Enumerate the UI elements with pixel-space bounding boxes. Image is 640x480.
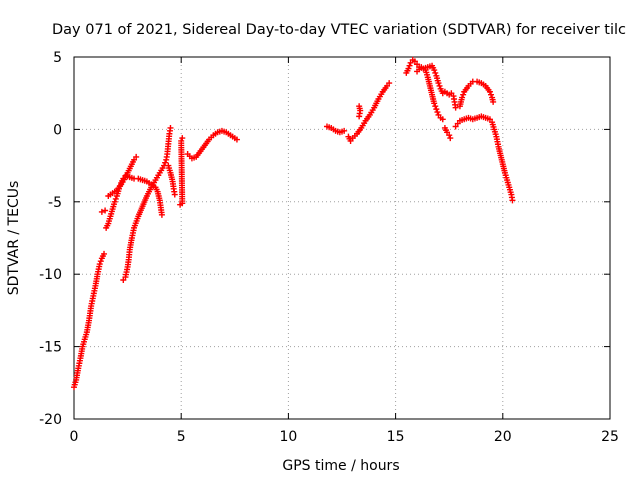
data-points bbox=[71, 56, 516, 391]
data-point bbox=[96, 261, 103, 268]
data-point bbox=[356, 113, 363, 120]
data-point bbox=[405, 65, 412, 72]
data-track-11 bbox=[356, 103, 364, 120]
data-point bbox=[112, 195, 119, 202]
data-point bbox=[158, 211, 165, 218]
y-tick-label: -5 bbox=[48, 195, 62, 211]
data-point bbox=[406, 62, 413, 69]
y-axis-label: SDTVAR / TECUs bbox=[6, 181, 22, 296]
data-track-1 bbox=[71, 250, 108, 391]
y-tick-label: -15 bbox=[39, 340, 62, 356]
data-point bbox=[101, 250, 108, 257]
x-tick-label: 15 bbox=[387, 429, 405, 445]
axis-ticks: 0 5 10 15 20 25 -20 -15 -10 -5 0 5 bbox=[39, 50, 619, 445]
chart-title: Day 071 of 2021, Sidereal Day-to-day VTE… bbox=[52, 22, 626, 38]
data-point bbox=[431, 100, 438, 107]
data-point bbox=[436, 82, 443, 89]
data-track-2 bbox=[98, 207, 109, 215]
grid-lines bbox=[74, 57, 610, 419]
data-point bbox=[432, 103, 439, 110]
data-track-9 bbox=[323, 123, 348, 136]
data-point bbox=[452, 104, 459, 111]
data-point bbox=[102, 207, 109, 214]
data-point bbox=[171, 191, 178, 198]
data-track-4 bbox=[105, 153, 140, 200]
data-point bbox=[178, 137, 185, 144]
data-point bbox=[434, 109, 441, 116]
data-point bbox=[97, 258, 104, 265]
x-tick-label: 0 bbox=[70, 429, 79, 445]
data-point bbox=[488, 91, 495, 98]
x-tick-label: 20 bbox=[494, 429, 512, 445]
data-point bbox=[386, 80, 393, 87]
data-point bbox=[133, 153, 140, 160]
data-point bbox=[433, 106, 440, 113]
data-point bbox=[98, 208, 105, 215]
plot-frame bbox=[73, 56, 611, 420]
data-point bbox=[431, 67, 438, 74]
data-track-10 bbox=[345, 80, 393, 144]
data-track-15 bbox=[452, 113, 516, 204]
data-track-16 bbox=[456, 78, 497, 110]
data-track-6 bbox=[165, 162, 178, 198]
y-tick-label: 5 bbox=[53, 50, 62, 66]
data-point bbox=[447, 135, 454, 142]
x-tick-label: 25 bbox=[601, 429, 619, 445]
data-point bbox=[435, 80, 442, 87]
x-tick-label: 5 bbox=[177, 429, 186, 445]
x-axis-label: GPS time / hours bbox=[282, 458, 399, 474]
data-track-7 bbox=[177, 135, 186, 208]
data-point bbox=[490, 98, 497, 105]
data-point bbox=[486, 88, 493, 95]
x-tick-label: 10 bbox=[279, 429, 297, 445]
y-tick-label: -10 bbox=[39, 267, 62, 283]
data-track-8 bbox=[184, 127, 240, 162]
data-point bbox=[233, 136, 240, 143]
y-tick-label: 0 bbox=[53, 122, 62, 138]
data-point bbox=[460, 91, 467, 98]
data-point bbox=[167, 124, 174, 131]
data-point bbox=[459, 94, 466, 101]
data-point bbox=[162, 159, 169, 166]
data-point bbox=[439, 116, 446, 123]
data-track-13 bbox=[414, 64, 446, 123]
data-point bbox=[179, 135, 186, 142]
y-tick-label: -20 bbox=[39, 412, 62, 428]
data-track-14 bbox=[441, 124, 454, 142]
data-track-5 bbox=[120, 124, 174, 283]
data-point bbox=[509, 197, 516, 204]
data-point bbox=[432, 69, 439, 76]
data-point bbox=[111, 198, 118, 205]
data-point bbox=[446, 132, 453, 139]
data-point bbox=[341, 127, 348, 134]
